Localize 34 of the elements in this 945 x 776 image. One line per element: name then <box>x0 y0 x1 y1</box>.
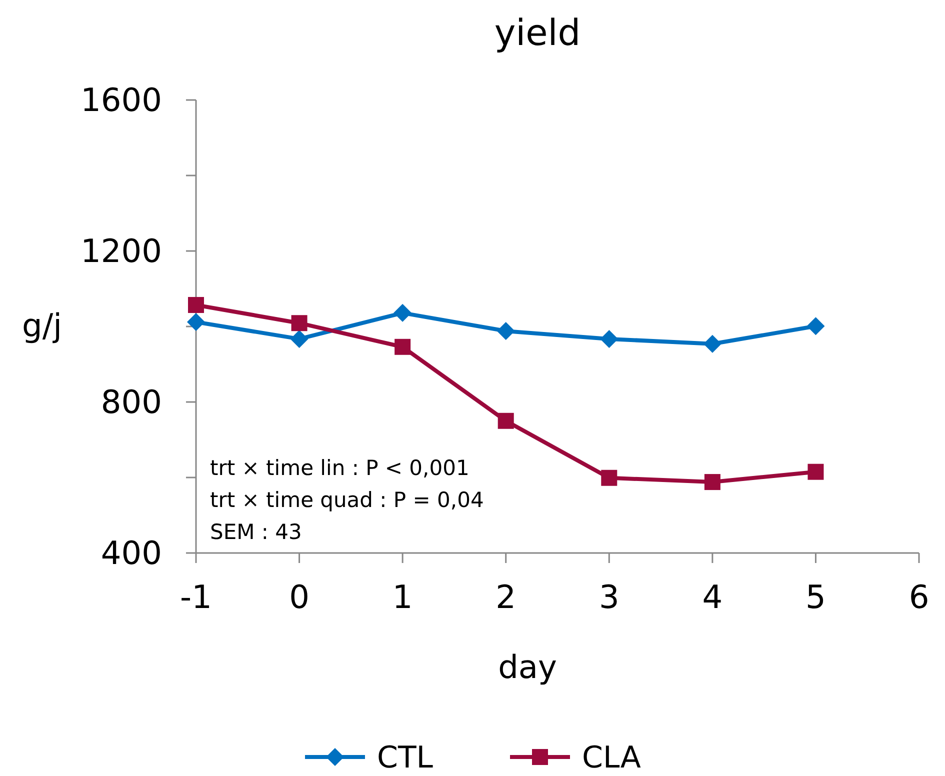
point <box>808 464 824 480</box>
point <box>394 304 412 322</box>
legend-label: CLA <box>582 740 642 776</box>
point <box>498 412 514 429</box>
x-tick-label: 3 <box>598 578 620 616</box>
x-tick-label: 5 <box>806 578 826 616</box>
y-tick-label: 1200 <box>80 232 162 270</box>
x-tick-label: -1 <box>180 578 212 616</box>
point <box>496 322 515 340</box>
point <box>703 334 722 353</box>
y-tick-label: 800 <box>100 383 162 422</box>
point <box>290 330 308 348</box>
x-tick-label: 2 <box>496 578 516 616</box>
point <box>601 470 618 486</box>
y-tick-label: 400 <box>100 534 162 572</box>
point <box>394 338 411 355</box>
annotation: trt × time lin : P < 0,001 <box>210 456 470 480</box>
annotation: trt × time quad : P = 0,04 <box>210 488 484 512</box>
x-axis-title: day <box>498 648 557 686</box>
point <box>600 330 618 348</box>
chart-title: yield <box>494 13 581 54</box>
x-tick-label: 1 <box>392 578 413 616</box>
x-tick-label: 0 <box>289 578 310 616</box>
annotation: SEM : 43 <box>210 520 302 544</box>
point <box>806 317 825 336</box>
point <box>187 312 205 331</box>
x-tick-label: 6 <box>908 578 930 616</box>
point <box>704 474 720 490</box>
legend-label: CTL <box>377 740 434 776</box>
point <box>188 296 204 313</box>
y-axis-title: g/j <box>22 306 62 344</box>
y-tick-label: 1600 <box>80 81 162 120</box>
x-tick-label: 4 <box>702 578 723 616</box>
point <box>291 315 308 332</box>
